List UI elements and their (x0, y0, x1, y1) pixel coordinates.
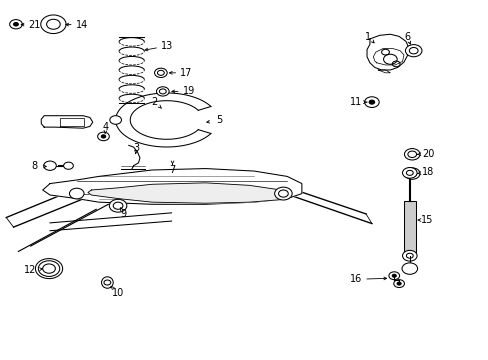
Circle shape (46, 19, 60, 29)
Polygon shape (88, 183, 287, 203)
Text: 3: 3 (133, 143, 140, 153)
Polygon shape (366, 34, 408, 70)
Text: 7: 7 (169, 165, 175, 175)
Circle shape (110, 116, 121, 124)
Text: 11: 11 (349, 97, 362, 107)
Text: 8: 8 (31, 161, 38, 171)
Text: 5: 5 (216, 115, 222, 125)
Text: 19: 19 (182, 86, 194, 96)
Text: 2: 2 (151, 97, 157, 107)
Circle shape (41, 15, 66, 33)
Text: 20: 20 (421, 149, 434, 159)
Bar (403, 202, 415, 253)
Text: 10: 10 (112, 288, 124, 297)
Circle shape (404, 149, 419, 160)
Circle shape (43, 161, 56, 170)
Circle shape (63, 162, 73, 169)
Circle shape (391, 274, 395, 277)
Circle shape (98, 132, 109, 141)
Circle shape (10, 19, 22, 29)
Circle shape (274, 187, 291, 200)
Circle shape (113, 202, 122, 209)
Polygon shape (42, 168, 301, 204)
Text: 1: 1 (365, 32, 371, 42)
Text: 18: 18 (421, 167, 433, 177)
Circle shape (156, 87, 169, 96)
Text: 6: 6 (404, 32, 409, 42)
Circle shape (407, 170, 416, 177)
Text: 17: 17 (180, 68, 192, 78)
Text: 16: 16 (349, 274, 362, 284)
Text: 21: 21 (28, 19, 41, 30)
Circle shape (408, 48, 417, 54)
Circle shape (404, 168, 419, 179)
Text: 13: 13 (160, 41, 172, 51)
Circle shape (364, 97, 378, 108)
Circle shape (154, 68, 167, 77)
Circle shape (393, 280, 404, 288)
Polygon shape (41, 116, 93, 128)
Circle shape (38, 261, 60, 276)
Text: 12: 12 (24, 265, 37, 275)
Text: 14: 14 (75, 19, 87, 30)
Circle shape (159, 89, 166, 94)
Circle shape (69, 188, 84, 199)
Circle shape (14, 22, 19, 26)
Circle shape (407, 151, 416, 157)
Circle shape (401, 263, 417, 274)
Circle shape (42, 264, 55, 273)
Text: 15: 15 (420, 215, 432, 225)
Circle shape (368, 100, 374, 104)
Circle shape (396, 282, 400, 285)
Circle shape (101, 135, 105, 138)
Circle shape (157, 70, 164, 75)
Circle shape (104, 280, 111, 285)
Circle shape (402, 250, 416, 261)
Text: 4: 4 (102, 122, 109, 132)
Circle shape (405, 45, 421, 57)
Circle shape (402, 167, 416, 178)
Circle shape (388, 272, 399, 280)
Text: 9: 9 (120, 209, 126, 219)
Circle shape (109, 199, 126, 212)
